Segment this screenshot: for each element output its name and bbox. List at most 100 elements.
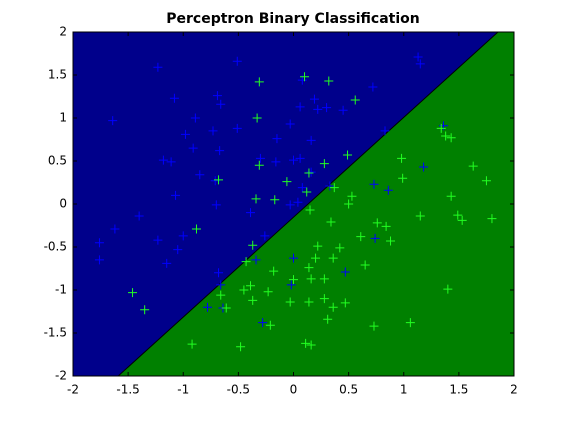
point: [306, 274, 316, 284]
y-tick-label: -0.5: [44, 240, 67, 254]
point: [319, 159, 329, 169]
region-class-1: [73, 32, 499, 376]
y-tick-label: 0: [59, 197, 67, 211]
point: [232, 123, 242, 133]
point: [251, 255, 261, 265]
point: [304, 297, 314, 307]
point: [166, 157, 176, 167]
point: [306, 135, 316, 145]
point: [453, 210, 463, 220]
point: [405, 318, 415, 328]
point: [252, 113, 262, 123]
point: [350, 95, 360, 105]
x-tick-label: 1: [400, 383, 408, 397]
point: [446, 133, 456, 143]
point: [340, 267, 350, 277]
point: [297, 183, 307, 193]
point: [457, 215, 467, 225]
point: [203, 302, 213, 312]
point: [255, 153, 265, 163]
point: [214, 268, 224, 278]
point: [398, 173, 408, 183]
point: [171, 190, 181, 200]
point: [386, 236, 396, 246]
point: [214, 175, 224, 185]
point: [328, 253, 338, 263]
point: [306, 167, 316, 177]
point: [295, 102, 305, 112]
point: [216, 280, 226, 290]
point: [319, 294, 329, 304]
point: [356, 232, 366, 242]
point: [191, 224, 201, 234]
point: [289, 253, 298, 263]
point: [369, 179, 379, 189]
point: [248, 240, 258, 250]
point: [190, 113, 200, 123]
point: [295, 153, 305, 163]
point: [272, 134, 282, 144]
point: [347, 191, 357, 201]
x-tick-label: 1.5: [449, 383, 468, 397]
point: [419, 162, 429, 172]
point: [360, 260, 370, 270]
x-tick-label: -0.5: [227, 383, 250, 397]
point: [300, 72, 310, 82]
point: [328, 302, 338, 312]
region-class-2: [118, 32, 514, 376]
point: [212, 91, 222, 101]
point: [173, 245, 183, 255]
point: [344, 199, 354, 209]
point: [311, 253, 321, 263]
point: [370, 233, 380, 243]
point: [325, 181, 335, 191]
point: [162, 258, 172, 268]
point: [289, 155, 298, 165]
y-tick-label: -1: [55, 283, 67, 297]
point: [128, 288, 138, 298]
point: [282, 177, 292, 187]
point: [153, 235, 163, 245]
point: [324, 76, 334, 86]
point: [301, 338, 311, 348]
point: [94, 255, 104, 265]
point: [415, 211, 425, 221]
y-tick-label: 1: [59, 111, 67, 125]
point: [306, 340, 316, 350]
point: [313, 104, 323, 114]
point: [216, 99, 226, 109]
x-tick-label: 0: [290, 383, 298, 397]
point: [372, 218, 382, 228]
point: [187, 339, 197, 349]
point: [286, 280, 296, 290]
point: [397, 153, 407, 163]
point: [413, 52, 423, 62]
point: [239, 285, 249, 295]
point: [481, 176, 491, 186]
point: [108, 116, 118, 126]
point: [188, 143, 198, 153]
point: [487, 214, 497, 224]
point: [232, 56, 242, 66]
point: [110, 224, 120, 234]
point: [271, 157, 281, 167]
point: [285, 297, 295, 307]
point: [140, 305, 150, 315]
point: [134, 211, 144, 221]
point: [368, 82, 378, 92]
point: [216, 290, 226, 300]
point: [211, 200, 221, 210]
point: [309, 94, 319, 104]
point: [221, 303, 231, 313]
point: [313, 241, 323, 251]
point: [302, 187, 312, 197]
point: [293, 197, 303, 207]
point: [340, 298, 350, 308]
x-tick-label: -2: [67, 383, 79, 397]
point: [269, 266, 279, 276]
point: [258, 318, 268, 328]
point: [178, 231, 188, 241]
chart-title: Perceptron Binary Classification: [166, 11, 420, 27]
point: [285, 119, 295, 129]
point: [338, 105, 348, 115]
